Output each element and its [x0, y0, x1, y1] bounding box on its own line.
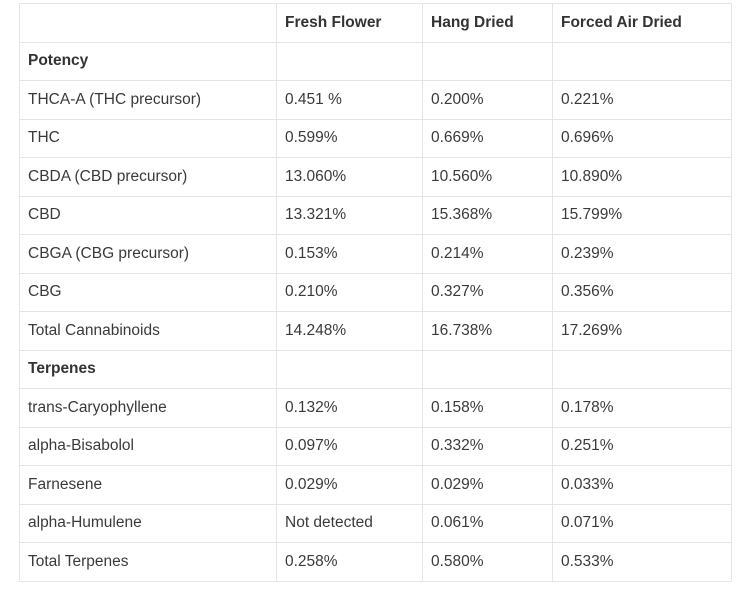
value-cell: 10.890% — [552, 157, 732, 197]
table-body: Potency THCA-A (THC precursor) 0.451 % 0.20… — [19, 41, 732, 582]
header-hang-dried: Hang Dried — [422, 3, 553, 43]
table-row: trans-Caryophyllene 0.132% 0.158% 0.178% — [19, 388, 732, 428]
table-row: alpha-Bisabolol 0.097% 0.332% 0.251% — [19, 426, 732, 466]
value-cell: 0.200% — [422, 80, 553, 120]
table-row: CBDA (CBD precursor) 13.060% 10.560% 10.890… — [19, 157, 732, 197]
value-cell: 15.799% — [552, 195, 732, 235]
empty-cell — [422, 349, 553, 389]
comparison-table-container: Fresh Flower Hang Dried Forced Air Dried… — [19, 3, 732, 582]
table-row: Total Terpenes 0.258% 0.580% 0.533% — [19, 542, 732, 582]
value-cell: 0.210% — [276, 272, 423, 312]
value-cell: 0.258% — [276, 542, 423, 582]
section-row: Terpenes — [19, 349, 732, 389]
value-cell: 13.321% — [276, 195, 423, 235]
value-cell: 0.033% — [552, 465, 732, 505]
table-row: alpha-Humulene Not detected 0.061% 0.071% — [19, 503, 732, 543]
value-cell: 0.178% — [552, 388, 732, 428]
header-fresh-flower: Fresh Flower — [276, 3, 423, 43]
compound-name-cell: trans-Caryophyllene — [19, 388, 277, 428]
compound-name-cell: Total Terpenes — [19, 542, 277, 582]
section-title: Terpenes — [19, 349, 277, 389]
value-cell: 0.239% — [552, 234, 732, 274]
compound-name-cell: CBD — [19, 195, 277, 235]
value-cell: 0.097% — [276, 426, 423, 466]
value-cell: 0.251% — [552, 426, 732, 466]
table-row: CBGA (CBG precursor) 0.153% 0.214% 0.239% — [19, 234, 732, 274]
value-cell: 0.214% — [422, 234, 553, 274]
value-cell: 0.533% — [552, 542, 732, 582]
header-cell-empty — [19, 3, 277, 43]
compound-name-cell: Farnesene — [19, 465, 277, 505]
table-row: CBD 13.321% 15.368% 15.799% — [19, 195, 732, 235]
compound-name-cell: alpha-Bisabolol — [19, 426, 277, 466]
table-row: Farnesene 0.029% 0.029% 0.033% — [19, 465, 732, 505]
empty-cell — [276, 349, 423, 389]
value-cell: 0.696% — [552, 118, 732, 158]
compound-name-cell: alpha-Humulene — [19, 503, 277, 543]
value-cell: 10.560% — [422, 157, 553, 197]
value-cell: 0.071% — [552, 503, 732, 543]
empty-cell — [422, 41, 553, 81]
empty-cell — [552, 41, 732, 81]
value-cell: 13.060% — [276, 157, 423, 197]
value-cell: 0.061% — [422, 503, 553, 543]
value-cell: 0.327% — [422, 272, 553, 312]
empty-cell — [552, 349, 732, 389]
value-cell: 14.248% — [276, 311, 423, 351]
value-cell: 0.356% — [552, 272, 732, 312]
section-row: Potency — [19, 41, 732, 81]
header-row: Fresh Flower Hang Dried Forced Air Dried — [19, 3, 732, 43]
value-cell: 0.451 % — [276, 80, 423, 120]
table-row: Total Cannabinoids 14.248% 16.738% 17.269% — [19, 311, 732, 351]
cannabinoid-terpene-table: Fresh Flower Hang Dried Forced Air Dried… — [19, 3, 732, 582]
compound-name-cell: THC — [19, 118, 277, 158]
compound-name-cell: THCA-A (THC precursor) — [19, 80, 277, 120]
value-cell: 0.153% — [276, 234, 423, 274]
value-cell: 0.580% — [422, 542, 553, 582]
value-cell: 0.158% — [422, 388, 553, 428]
value-cell: 0.599% — [276, 118, 423, 158]
value-cell: 15.368% — [422, 195, 553, 235]
compound-name-cell: CBG — [19, 272, 277, 312]
compound-name-cell: CBGA (CBG precursor) — [19, 234, 277, 274]
value-cell: 0.029% — [276, 465, 423, 505]
value-cell: 16.738% — [422, 311, 553, 351]
value-cell: 0.029% — [422, 465, 553, 505]
compound-name-cell: CBDA (CBD precursor) — [19, 157, 277, 197]
empty-cell — [276, 41, 423, 81]
value-cell: Not detected — [276, 503, 423, 543]
section-title: Potency — [19, 41, 277, 81]
value-cell: 0.132% — [276, 388, 423, 428]
value-cell: 0.221% — [552, 80, 732, 120]
table-row: THCA-A (THC precursor) 0.451 % 0.200% 0.221… — [19, 80, 732, 120]
compound-name-cell: Total Cannabinoids — [19, 311, 277, 351]
value-cell: 0.669% — [422, 118, 553, 158]
value-cell: 17.269% — [552, 311, 732, 351]
value-cell: 0.332% — [422, 426, 553, 466]
table-row: THC 0.599% 0.669% 0.696% — [19, 118, 732, 158]
header-forced-air-dried: Forced Air Dried — [552, 3, 732, 43]
table-row: CBG 0.210% 0.327% 0.356% — [19, 272, 732, 312]
